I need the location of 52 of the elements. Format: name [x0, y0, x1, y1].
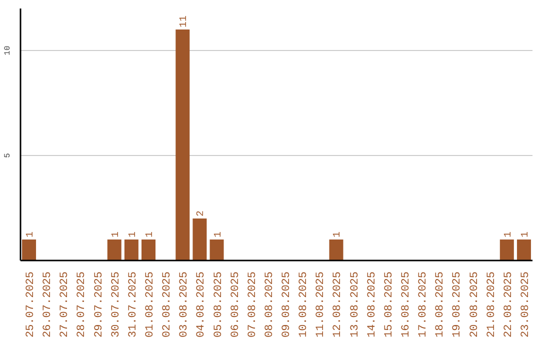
x-tick-label: 29.07.2025	[93, 271, 106, 338]
x-tick-label: 15.08.2025	[383, 271, 396, 338]
x-tick-label: 25.07.2025	[25, 271, 38, 338]
y-tick-label: 5	[4, 152, 12, 158]
x-tick-label: 01.08.2025	[144, 271, 156, 338]
x-tick-label: 27.07.2025	[59, 271, 72, 338]
bar	[210, 240, 224, 260]
bar	[142, 240, 156, 260]
x-tick-label: 02.08.2025	[162, 271, 174, 338]
bar	[22, 240, 36, 260]
bar	[329, 240, 344, 260]
x-tick-label: 22.08.2025	[502, 271, 515, 338]
data-label: 1	[26, 231, 37, 238]
data-label: 1	[520, 231, 532, 238]
x-tick-label: 26.07.2025	[42, 271, 54, 338]
x-tick-label: 23.08.2025	[520, 271, 532, 338]
x-tick-label: 03.08.2025	[178, 271, 191, 338]
x-tick-label: 19.08.2025	[452, 271, 464, 338]
bar	[500, 240, 514, 260]
x-tick-label: 04.08.2025	[196, 271, 208, 338]
x-tick-label: 13.08.2025	[349, 271, 362, 338]
x-tick-label: 16.08.2025	[400, 271, 412, 338]
data-label: 1	[110, 231, 122, 238]
data-label: 1	[332, 231, 344, 238]
data-label: 1	[503, 231, 514, 238]
x-tick-label: 10.08.2025	[298, 271, 310, 338]
bar	[192, 218, 207, 260]
bar	[124, 240, 138, 260]
x-tick-label: 07.08.2025	[246, 271, 259, 338]
x-tick-label: 11.08.2025	[315, 271, 328, 338]
x-tick-label: 12.08.2025	[332, 271, 344, 338]
x-tick-label: 09.08.2025	[281, 271, 294, 338]
x-tick-label: 31.07.2025	[127, 271, 140, 338]
data-label: 1	[145, 231, 156, 238]
x-tick-label: 05.08.2025	[212, 271, 225, 338]
x-tick-label: 21.08.2025	[486, 271, 498, 338]
x-tick-label: 17.08.2025	[418, 271, 430, 338]
x-tick-label: 14.08.2025	[366, 271, 378, 338]
x-tick-label: 28.07.2025	[76, 271, 88, 338]
x-tick-label: 06.08.2025	[230, 271, 242, 338]
x-tick-label: 18.08.2025	[434, 271, 447, 338]
bar	[516, 240, 531, 260]
x-tick-label: 30.07.2025	[110, 271, 122, 338]
x-tick-label: 20.08.2025	[468, 271, 481, 338]
bar	[176, 30, 190, 260]
bar	[107, 240, 122, 260]
data-label: 1	[213, 231, 224, 238]
x-tick-label: 08.08.2025	[264, 271, 276, 338]
y-tick-label: 10	[4, 46, 12, 56]
data-label: 1	[128, 231, 139, 238]
data-label: 11	[179, 15, 190, 28]
data-label: 2	[196, 210, 208, 216]
